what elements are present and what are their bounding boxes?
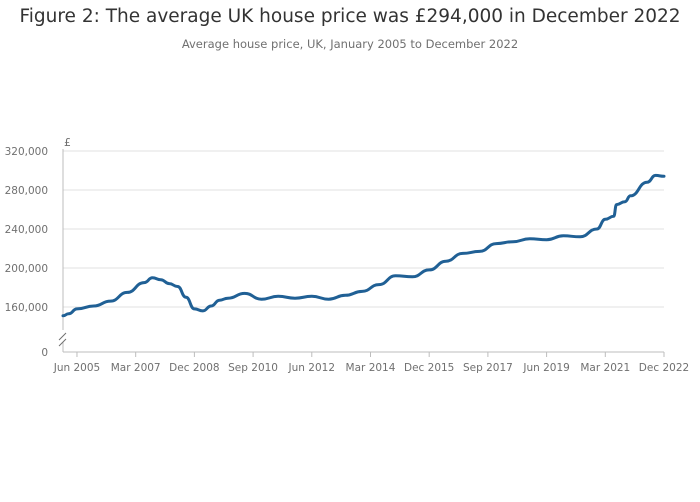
x-tick-label: Jun 2019 — [522, 362, 569, 374]
x-tick-label: Jun 2005 — [53, 362, 100, 374]
y-tick-label: 240,000 — [5, 224, 48, 236]
x-tick-label: Mar 2007 — [111, 362, 161, 374]
x-tick-label: Sep 2017 — [463, 362, 513, 374]
chart-subtitle: Average house price, UK, January 2005 to… — [181, 37, 519, 51]
y-tick-label: 0 — [41, 347, 48, 359]
x-tick-label: Dec 2015 — [404, 362, 454, 374]
x-tick-label: Mar 2021 — [580, 362, 630, 374]
x-axis: Jun 2005 Mar 2007 Dec 2008 Sep 2010 Jun 2012… — [53, 352, 689, 374]
x-tick-label: Jun 2012 — [288, 362, 335, 374]
series-line — [61, 173, 666, 318]
y-axis: 0 160,000 200,000 240,000 280,000 320,000 — [5, 146, 67, 359]
axis-break-mark — [58, 332, 67, 341]
x-tick-label: Dec 2008 — [169, 362, 219, 374]
y-tick-label: 320,000 — [5, 146, 48, 158]
chart-title: Figure 2: The average UK house price was… — [19, 6, 681, 27]
axis-break-mark — [58, 338, 67, 347]
y-tick-label: 160,000 — [5, 302, 48, 314]
x-tick-label: Dec 2022 — [639, 362, 689, 374]
y-axis-unit-label: £ — [64, 136, 71, 149]
x-tick-label: Sep 2010 — [228, 362, 278, 374]
y-tick-label: 200,000 — [5, 263, 48, 275]
y-tick-label: 280,000 — [5, 185, 48, 197]
series-group — [61, 173, 666, 318]
gridlines — [63, 150, 664, 353]
x-tick-label: Mar 2014 — [346, 362, 396, 374]
